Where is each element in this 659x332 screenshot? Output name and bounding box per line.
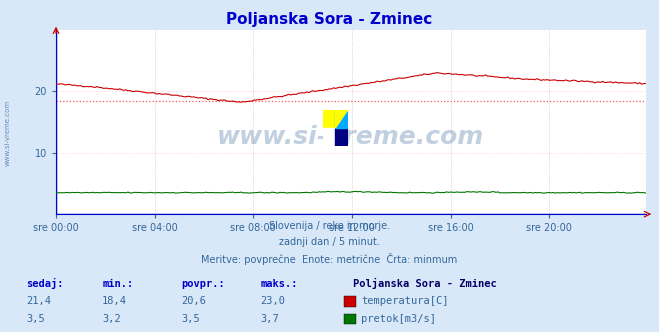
Text: Poljanska Sora - Zminec: Poljanska Sora - Zminec [353, 278, 496, 289]
Text: 3,7: 3,7 [260, 314, 279, 324]
Text: 20,6: 20,6 [181, 296, 206, 306]
Polygon shape [335, 110, 348, 128]
Text: 18,4: 18,4 [102, 296, 127, 306]
Bar [323, 110, 335, 128]
Text: sedaj:: sedaj: [26, 278, 64, 289]
Text: pretok[m3/s]: pretok[m3/s] [361, 314, 436, 324]
Text: povpr.:: povpr.: [181, 279, 225, 289]
Text: 23,0: 23,0 [260, 296, 285, 306]
Bar [323, 128, 335, 146]
Text: temperatura[C]: temperatura[C] [361, 296, 449, 306]
Text: 3,5: 3,5 [26, 314, 45, 324]
Text: 3,5: 3,5 [181, 314, 200, 324]
Text: Poljanska Sora - Zminec: Poljanska Sora - Zminec [227, 12, 432, 27]
Text: min.:: min.: [102, 279, 133, 289]
Text: www.si-vreme.com: www.si-vreme.com [217, 125, 484, 149]
Text: www.si-vreme.com: www.si-vreme.com [5, 100, 11, 166]
Text: Slovenija / reke in morje.: Slovenija / reke in morje. [269, 221, 390, 231]
Polygon shape [335, 110, 348, 128]
Text: zadnji dan / 5 minut.: zadnji dan / 5 minut. [279, 237, 380, 247]
Bar [335, 110, 348, 128]
Text: 21,4: 21,4 [26, 296, 51, 306]
Bar [335, 128, 348, 146]
Text: maks.:: maks.: [260, 279, 298, 289]
Text: Meritve: povprečne  Enote: metrične  Črta: minmum: Meritve: povprečne Enote: metrične Črta:… [202, 253, 457, 265]
Text: 3,2: 3,2 [102, 314, 121, 324]
